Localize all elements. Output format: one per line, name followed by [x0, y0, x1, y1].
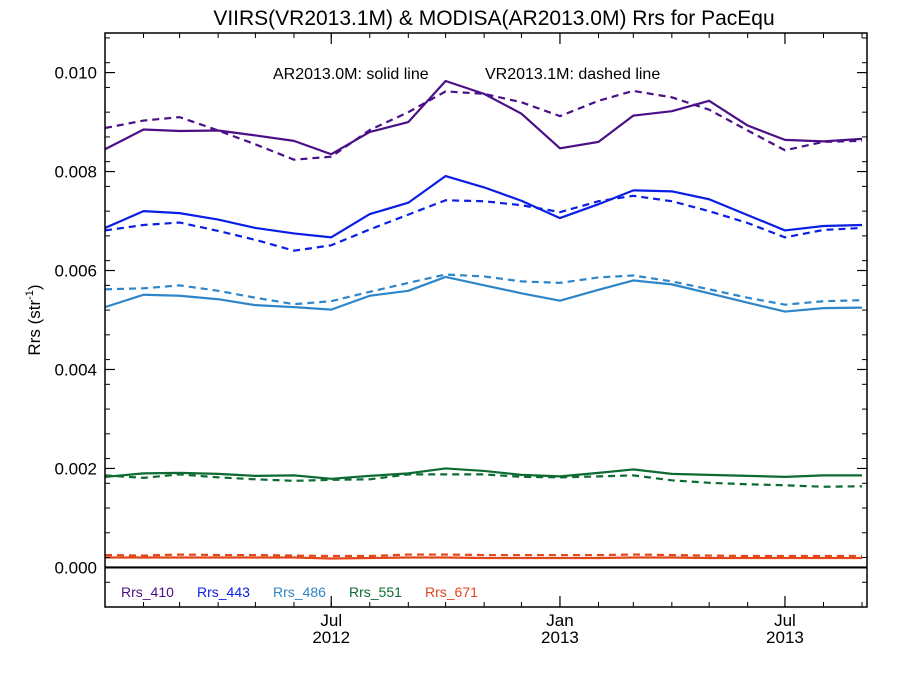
- y-tick-label: 0.008: [54, 163, 97, 182]
- x-tick-label-year: 2012: [312, 628, 350, 647]
- series-line-rrs-551-solid: [105, 467, 863, 480]
- series-line-rrs-486-dashed: [105, 273, 863, 306]
- series-line-rrs-443-dashed: [105, 194, 863, 252]
- x-tick-label-month: Jul: [320, 611, 342, 630]
- y-tick-label: 0.004: [54, 360, 97, 379]
- y-tick-label: 0.000: [54, 558, 97, 577]
- legend-item-rrs-443: Rrs_443: [197, 584, 250, 600]
- axes-layer: 0.0000.0020.0040.0060.0080.010Jul2012Jan…: [54, 32, 868, 647]
- series-line-rrs-671-solid: [105, 556, 863, 560]
- y-tick-label: 0.002: [54, 459, 97, 478]
- series-line-rrs-486-solid: [105, 275, 863, 313]
- plot-frame: [104, 32, 868, 608]
- legend-item-rrs-551: Rrs_551: [349, 584, 402, 600]
- series-line-rrs-443-solid: [105, 174, 863, 239]
- legend-item-rrs-671: Rrs_671: [425, 584, 478, 600]
- y-tick-label: 0.006: [54, 262, 97, 281]
- x-tick-label-month: Jan: [546, 611, 573, 630]
- annotation-solid-line: AR2013.0M: solid line: [273, 66, 429, 83]
- y-axis-label-superscript: -1: [24, 290, 36, 300]
- y-axis-label: Rrs (str-1): [24, 284, 44, 355]
- chart-title: VIIRS(VR2013.1M) & MODISA(AR2013.0M) Rrs…: [213, 7, 774, 30]
- legend-item-rrs-410: Rrs_410: [121, 584, 174, 600]
- legend: Rrs_410 Rrs_443 Rrs_486 Rrs_551 Rrs_671: [121, 584, 478, 600]
- series-line-rrs-551-dashed: [105, 473, 863, 488]
- x-tick-label-year: 2013: [541, 628, 579, 647]
- annotation-dashed-line: VR2013.1M: dashed line: [485, 66, 660, 83]
- legend-item-rrs-486: Rrs_486: [273, 584, 326, 600]
- y-axis-label-close: ): [25, 284, 44, 290]
- y-axis-label-text: Rrs (str: [25, 300, 44, 356]
- series-layer: [105, 79, 863, 560]
- series-line-rrs-671-dashed: [105, 553, 863, 558]
- y-tick-label: 0.010: [54, 64, 97, 83]
- x-tick-label-year: 2013: [766, 628, 804, 647]
- svg-text:Rrs (str-1): Rrs (str-1): [24, 284, 44, 355]
- x-tick-label-month: Jul: [774, 611, 796, 630]
- series-line-rrs-410-solid: [105, 79, 863, 156]
